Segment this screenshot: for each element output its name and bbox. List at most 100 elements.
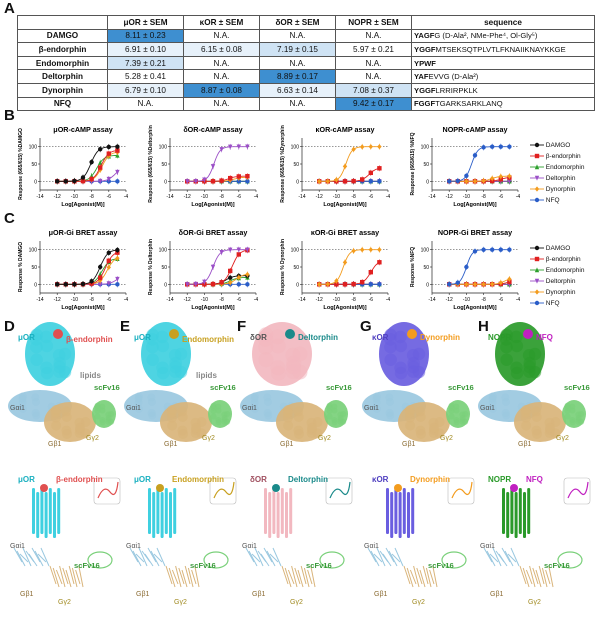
chart-nopr-bret: NOPR-Gi BRET assay 0 50 100 -14 -12 -10 -8 -6 -4 L… bbox=[410, 228, 520, 311]
data-point bbox=[115, 179, 120, 184]
gai-label-bottom: Gαi1 bbox=[126, 543, 141, 550]
gai-density-lobe bbox=[385, 393, 394, 402]
scfv-density-lobe bbox=[331, 403, 338, 410]
x-tick-label: -6 bbox=[107, 297, 112, 303]
x-axis-label: Log[Agonist(M)] bbox=[453, 202, 496, 208]
data-point bbox=[507, 173, 512, 179]
gb-ribbon bbox=[310, 565, 316, 588]
table-cell: N.A. bbox=[259, 96, 336, 112]
gai-ribbon bbox=[388, 550, 398, 567]
x-tick-label: -14 bbox=[428, 297, 435, 303]
data-point bbox=[115, 255, 120, 261]
scfv-density-lobe bbox=[326, 413, 333, 420]
gai-density-lobe bbox=[147, 393, 156, 402]
data-point bbox=[368, 144, 373, 150]
gb-ribbon bbox=[181, 569, 188, 588]
x-tick-label: -10 bbox=[201, 194, 208, 200]
gb-density-lobe bbox=[293, 428, 304, 439]
gb-ribbon bbox=[307, 569, 313, 585]
gb-ribbon bbox=[548, 565, 554, 588]
scfv-density-lobe bbox=[337, 415, 344, 422]
chart-title: NOPR-cAMP assay bbox=[443, 125, 508, 134]
scfv-density-lobe bbox=[453, 419, 460, 426]
gai-ribbon bbox=[489, 553, 499, 563]
panel-label-h: H bbox=[478, 318, 489, 335]
gai-ribbon bbox=[260, 553, 270, 567]
data-point bbox=[507, 179, 512, 184]
x-tick-label: -10 bbox=[463, 297, 470, 303]
receptor-helix bbox=[268, 492, 272, 538]
gai-label: Gαi1 bbox=[10, 405, 25, 412]
gb-density-lobe bbox=[75, 422, 86, 433]
scfv-ribbon bbox=[87, 551, 113, 569]
gai-ribbon bbox=[394, 547, 404, 567]
legend-marker bbox=[530, 154, 544, 159]
x-tick-label: -12 bbox=[184, 297, 191, 303]
chart-title: μOR-Gi BRET assay bbox=[49, 228, 118, 237]
data-point bbox=[98, 264, 103, 270]
x-tick-label: -6 bbox=[107, 194, 112, 200]
ligand-label-bottom: Deltorphin bbox=[288, 475, 328, 484]
scfv-label: scFv16 bbox=[564, 383, 590, 392]
receptor-label: μOR bbox=[134, 333, 151, 342]
x-tick-label: -4 bbox=[124, 297, 129, 303]
data-point bbox=[245, 247, 250, 253]
sequence-rest: MTSEKSQTPLVTLFKNAIIKNAYKKGE bbox=[435, 44, 566, 54]
data-point bbox=[334, 177, 339, 183]
ligand-model bbox=[40, 484, 48, 492]
panel-label-d: D bbox=[4, 318, 15, 335]
data-point bbox=[106, 151, 111, 156]
gb-density-lobe bbox=[61, 428, 72, 439]
y-axis-label: Response % Dynorphin bbox=[280, 239, 286, 295]
receptor-label: κOR bbox=[372, 333, 389, 342]
legend-entry: DAMGO bbox=[530, 243, 584, 254]
lipids-label: lipids bbox=[80, 371, 101, 380]
gai-ribbon bbox=[251, 553, 261, 563]
x-tick-label: -14 bbox=[428, 194, 435, 200]
receptor-label-bottom: δOR bbox=[250, 475, 267, 484]
gai-ribbon bbox=[138, 547, 148, 567]
gb-density-lobe bbox=[405, 420, 416, 431]
structure-panel: μOR β-endorphin lipids scFv16 Gαi1 Gβ1 Gγ2 μOR β… bbox=[8, 322, 121, 606]
gai-ribbon bbox=[132, 550, 142, 567]
receptor-helix bbox=[57, 488, 61, 534]
gb-ribbon bbox=[187, 567, 194, 588]
ligand-label: Endomorphin bbox=[182, 335, 234, 344]
gy-label-bottom: Gγ2 bbox=[58, 599, 71, 606]
gai-ribbon bbox=[367, 547, 377, 563]
legend-marker bbox=[530, 289, 544, 295]
receptor-helix bbox=[148, 488, 151, 534]
x-tick-label: -6 bbox=[237, 297, 242, 303]
receptor-density-lobe bbox=[146, 353, 159, 366]
legend-entry: Dynorphin bbox=[530, 184, 584, 195]
data-point bbox=[98, 147, 103, 152]
gb-ribbon bbox=[422, 565, 429, 585]
receptor-density bbox=[379, 322, 429, 386]
y-tick-label: 0 bbox=[426, 282, 429, 288]
data-point bbox=[377, 166, 382, 171]
data-point bbox=[464, 173, 469, 178]
legend-symbol bbox=[534, 257, 540, 262]
legend-symbol bbox=[534, 279, 540, 284]
gai-density-lobe bbox=[134, 394, 143, 403]
x-tick-label: -8 bbox=[481, 297, 486, 303]
receptor-density-lobe bbox=[523, 356, 536, 370]
gb-density-lobe bbox=[50, 407, 61, 418]
x-tick-label: -8 bbox=[481, 194, 486, 200]
receptor-density-lobe bbox=[384, 353, 397, 366]
data-point bbox=[115, 276, 120, 282]
gai-ribbon bbox=[147, 547, 157, 563]
data-point bbox=[228, 275, 233, 280]
legend-label: Deltorphin bbox=[544, 175, 576, 182]
gai-density-lobe bbox=[488, 394, 497, 403]
x-tick-label: -6 bbox=[369, 194, 374, 200]
sequence-cell: YGGFLRRIRPKLK bbox=[411, 82, 595, 98]
gai-ribbon bbox=[376, 547, 386, 567]
table-header-cell bbox=[17, 15, 108, 30]
receptor-density-lobe bbox=[270, 329, 286, 345]
receptor-helix bbox=[285, 492, 288, 538]
data-point bbox=[377, 282, 382, 287]
gai-density-lobe bbox=[148, 411, 157, 420]
sequence-motif: YGGF bbox=[414, 44, 436, 54]
scfv-label-bottom: scFv16 bbox=[190, 561, 216, 570]
